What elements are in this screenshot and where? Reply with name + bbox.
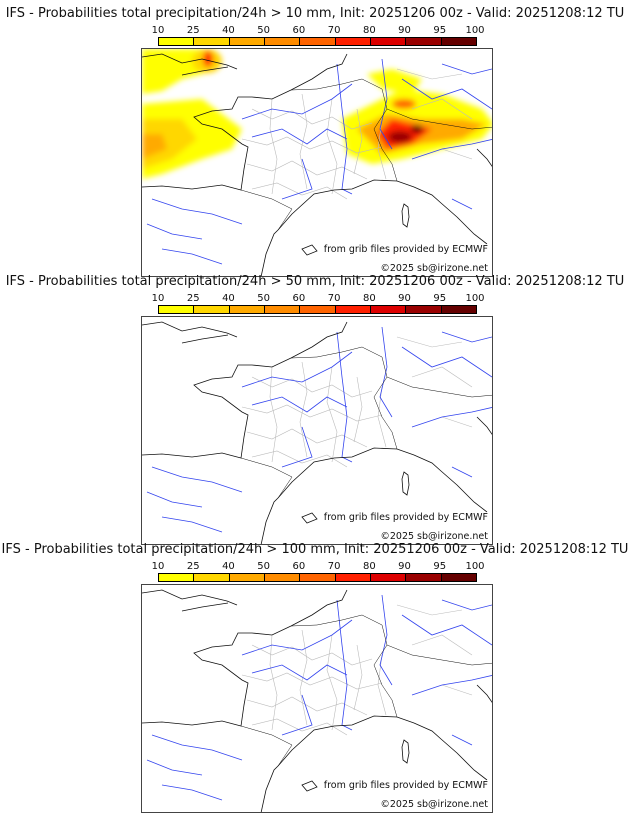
colorbar-tick-label: 70: [327, 293, 341, 304]
colorbar-tick-label: 40: [222, 561, 235, 572]
colorbar-tick-label: 40: [222, 25, 235, 36]
colorbar-tick-label: 60: [292, 561, 306, 572]
colorbar-segment: [335, 574, 371, 581]
colorbar-segment: [264, 574, 301, 581]
colorbar-tick-label: 50: [257, 561, 271, 572]
colorbar-segment: [264, 38, 301, 45]
colorbar-tick-label: 90: [398, 293, 411, 304]
panel-title: IFS - Probabilities total precipitation/…: [5, 274, 625, 289]
colorbar-segment: [441, 38, 476, 45]
colorbar-tick-label: 10: [151, 25, 165, 36]
colorbar-tick-label: 70: [327, 561, 341, 572]
colorbar-segment: [159, 306, 195, 313]
colorbar-segment: [194, 38, 230, 45]
colorbar-tick-label: 50: [257, 25, 271, 36]
source-credit: from grib files provided by ECMWF: [323, 780, 488, 791]
colorbar-tick-label: 100: [465, 25, 485, 36]
colorbar-ticks: 10 25 40 50 60 70 80 90 95 100: [152, 293, 485, 305]
colorbar-segment: [335, 306, 371, 313]
colorbar-segment: [441, 574, 476, 581]
probability-map: from grib files provided by ECMWF ©2025 …: [141, 584, 493, 813]
colorbar-tick-label: 95: [433, 561, 447, 572]
colorbar-segment: [406, 306, 442, 313]
colorbar-tick-label: 60: [292, 25, 306, 36]
map-panel-50mm: IFS - Probabilities total precipitation/…: [0, 268, 630, 545]
colorbar: [158, 305, 477, 314]
colorbar-tick-label: 40: [222, 293, 235, 304]
colorbar-ticks: 10 25 40 50 60 70 80 90 95 100: [152, 25, 485, 37]
colorbar-segment: [300, 306, 336, 313]
panel-title: IFS - Probabilities total precipitation/…: [1, 542, 629, 557]
colorbar-tick-label: 80: [362, 293, 376, 304]
colorbar-tick-label: 25: [186, 293, 200, 304]
colorbar-segment: [441, 306, 476, 313]
copyright-credit: ©2025 sb@irizone.net: [380, 263, 488, 274]
colorbar-segment: [159, 574, 195, 581]
probability-map: from grib files provided by ECMWF ©2025 …: [141, 48, 493, 277]
colorbar-tick-label: 90: [398, 25, 411, 36]
colorbar-segment: [194, 306, 230, 313]
map-panel-10mm: IFS - Probabilities total precipitation/…: [0, 0, 630, 277]
colorbar-tick-label: 80: [362, 25, 376, 36]
colorbar-segment: [406, 574, 442, 581]
colorbar-tick-label: 10: [151, 561, 165, 572]
colorbar-tick-label: 80: [362, 561, 376, 572]
colorbar-segment: [229, 306, 265, 313]
colorbar-tick-label: 95: [433, 293, 447, 304]
colorbar-ticks: 10 25 40 50 60 70 80 90 95 100: [152, 561, 485, 573]
colorbar-segment: [229, 574, 265, 581]
colorbar-tick-label: 100: [465, 561, 485, 572]
colorbar-segment: [300, 574, 336, 581]
colorbar-segment: [264, 306, 301, 313]
colorbar-tick-label: 10: [151, 293, 165, 304]
colorbar-segment: [370, 38, 407, 45]
copyright-credit: ©2025 sb@irizone.net: [380, 799, 488, 810]
colorbar-tick-label: 50: [257, 293, 271, 304]
probability-map: from grib files provided by ECMWF ©2025 …: [141, 316, 493, 545]
colorbar-tick-label: 70: [327, 25, 341, 36]
colorbar-tick-label: 95: [433, 25, 447, 36]
colorbar: [158, 37, 477, 46]
colorbar-segment: [406, 38, 442, 45]
colorbar-tick-label: 60: [292, 293, 306, 304]
colorbar-tick-label: 25: [186, 561, 200, 572]
colorbar: [158, 573, 477, 582]
colorbar-segment: [194, 574, 230, 581]
basemap: [142, 317, 493, 545]
source-credit: from grib files provided by ECMWF: [323, 244, 488, 255]
colorbar-segment: [370, 306, 407, 313]
map-panel-100mm: IFS - Probabilities total precipitation/…: [0, 536, 630, 813]
colorbar-segment: [335, 38, 371, 45]
panel-title: IFS - Probabilities total precipitation/…: [5, 6, 625, 21]
colorbar-segment: [229, 38, 265, 45]
basemap: [142, 585, 493, 813]
colorbar-tick-label: 100: [465, 293, 485, 304]
colorbar-segment: [300, 38, 336, 45]
source-credit: from grib files provided by ECMWF: [323, 512, 488, 523]
colorbar-tick-label: 90: [398, 561, 411, 572]
colorbar-segment: [159, 38, 195, 45]
colorbar-tick-label: 25: [186, 25, 200, 36]
copyright-credit: ©2025 sb@irizone.net: [380, 531, 488, 542]
basemap: [142, 49, 493, 277]
colorbar-segment: [370, 574, 407, 581]
